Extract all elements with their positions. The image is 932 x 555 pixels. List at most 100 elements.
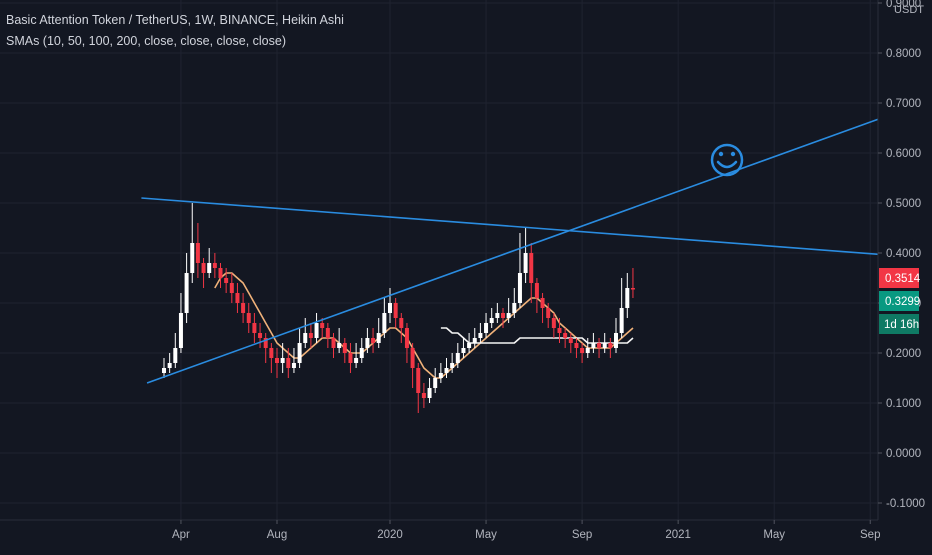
candle-body <box>484 323 489 333</box>
candle-body <box>455 353 460 363</box>
candle-body <box>557 328 562 333</box>
candle-body <box>444 368 449 373</box>
price-tick-label: 0.2000 <box>886 348 921 360</box>
candle-body <box>591 343 596 348</box>
candle-body <box>416 368 421 393</box>
time-tick-label: May <box>763 529 785 541</box>
candle-body <box>308 333 313 338</box>
candle-body <box>404 328 409 348</box>
candle-body <box>563 333 568 338</box>
candle-body <box>376 333 381 343</box>
candle-body <box>602 343 607 348</box>
candle-body <box>388 303 392 313</box>
price-axis[interactable]: 0.90000.80000.70000.60000.50000.40000.30… <box>878 0 925 510</box>
candle-body <box>371 338 376 343</box>
candle-body <box>224 278 229 283</box>
candle-body <box>450 363 455 368</box>
candle-body <box>614 333 618 348</box>
candle-body <box>472 338 477 343</box>
candle-body <box>325 328 330 338</box>
candle-body <box>382 313 387 333</box>
candle-body <box>540 298 545 308</box>
candle-body <box>201 263 206 273</box>
symbol-title[interactable]: Basic Attention Token / TetherUS, 1W, BI… <box>6 13 344 27</box>
candle-body <box>286 358 291 368</box>
candle-body <box>399 318 404 328</box>
trendline[interactable] <box>141 197 927 259</box>
candle-body <box>625 288 630 308</box>
candle-body <box>506 313 511 318</box>
candle-body <box>229 283 234 293</box>
candle-body <box>608 343 613 348</box>
candle-body <box>365 338 370 348</box>
time-tick-label: May <box>475 529 497 541</box>
price-axis-panel[interactable] <box>878 0 932 520</box>
close-price-badge <box>879 291 919 311</box>
candle-body <box>501 313 505 318</box>
candle-body <box>529 253 534 283</box>
candle-body <box>495 313 500 318</box>
chart-legend: Basic Attention Token / TetherUS, 1W, BI… <box>6 10 344 52</box>
candle-body <box>173 348 178 363</box>
smiley-face-icon[interactable] <box>710 143 744 177</box>
candle-body <box>427 388 432 398</box>
candle-body <box>207 263 212 273</box>
close-price-badge-text: 0.3299 <box>885 296 920 308</box>
currency-label: USDT <box>894 4 924 16</box>
candle-body <box>354 358 359 363</box>
candles <box>162 203 635 413</box>
candle-body <box>190 243 195 273</box>
candle-body <box>534 283 539 298</box>
countdown-badge <box>879 314 919 334</box>
candle-body <box>433 378 438 388</box>
candle-body <box>580 348 585 353</box>
time-tick-label: 2021 <box>665 529 691 541</box>
indicator-label[interactable]: SMAs (10, 50, 100, 200, close, close, cl… <box>6 34 286 48</box>
candle-body <box>489 318 494 323</box>
candle-body <box>337 343 342 348</box>
sma-line <box>214 272 634 379</box>
candle-body <box>619 308 624 333</box>
price-tick-label: 0.0000 <box>886 448 921 460</box>
price-badges: 0.3514 0.3299 1d 16h <box>879 268 921 334</box>
candle-body <box>342 343 347 353</box>
candle-body <box>303 333 308 343</box>
candle-body <box>574 343 579 348</box>
candle-body <box>630 288 635 290</box>
candle-body <box>320 323 325 328</box>
candle-body <box>218 268 223 278</box>
candle-body <box>512 303 517 313</box>
candle-body <box>467 343 472 348</box>
price-tick-label: 0.1000 <box>886 398 921 410</box>
candle-body <box>212 263 217 268</box>
candle-body <box>195 243 200 263</box>
time-tick-label: Sep <box>860 529 880 541</box>
trendline[interactable] <box>146 117 882 384</box>
candle-body <box>184 273 189 313</box>
candle-body <box>348 353 353 363</box>
price-tick-label: 0.5000 <box>886 198 921 210</box>
drawings[interactable] <box>141 117 927 384</box>
candle-body <box>167 363 172 368</box>
candle-body <box>269 348 274 358</box>
candle-body <box>359 348 364 358</box>
price-tick-label: -0.1000 <box>886 498 925 510</box>
price-tick-label: 0.8000 <box>886 48 921 60</box>
candle-body <box>421 393 426 398</box>
time-tick-label: 2020 <box>377 529 403 541</box>
candle-body <box>235 293 240 303</box>
candle-body <box>597 343 602 348</box>
price-tick-label: 0.9000 <box>886 0 921 10</box>
price-tick-label: 0.6000 <box>886 148 921 160</box>
candle-body <box>461 348 466 353</box>
candle-body <box>280 358 285 363</box>
candle-body <box>162 368 166 373</box>
candle-body <box>517 273 522 303</box>
countdown-badge-text: 1d 16h <box>884 319 919 331</box>
time-axis[interactable]: Apr Aug 2020 May Sep 2021 May Sep <box>172 520 880 541</box>
candle-body <box>393 303 398 318</box>
price-tick-label: 0.4000 <box>886 248 921 260</box>
time-tick-label: Apr <box>172 529 190 541</box>
